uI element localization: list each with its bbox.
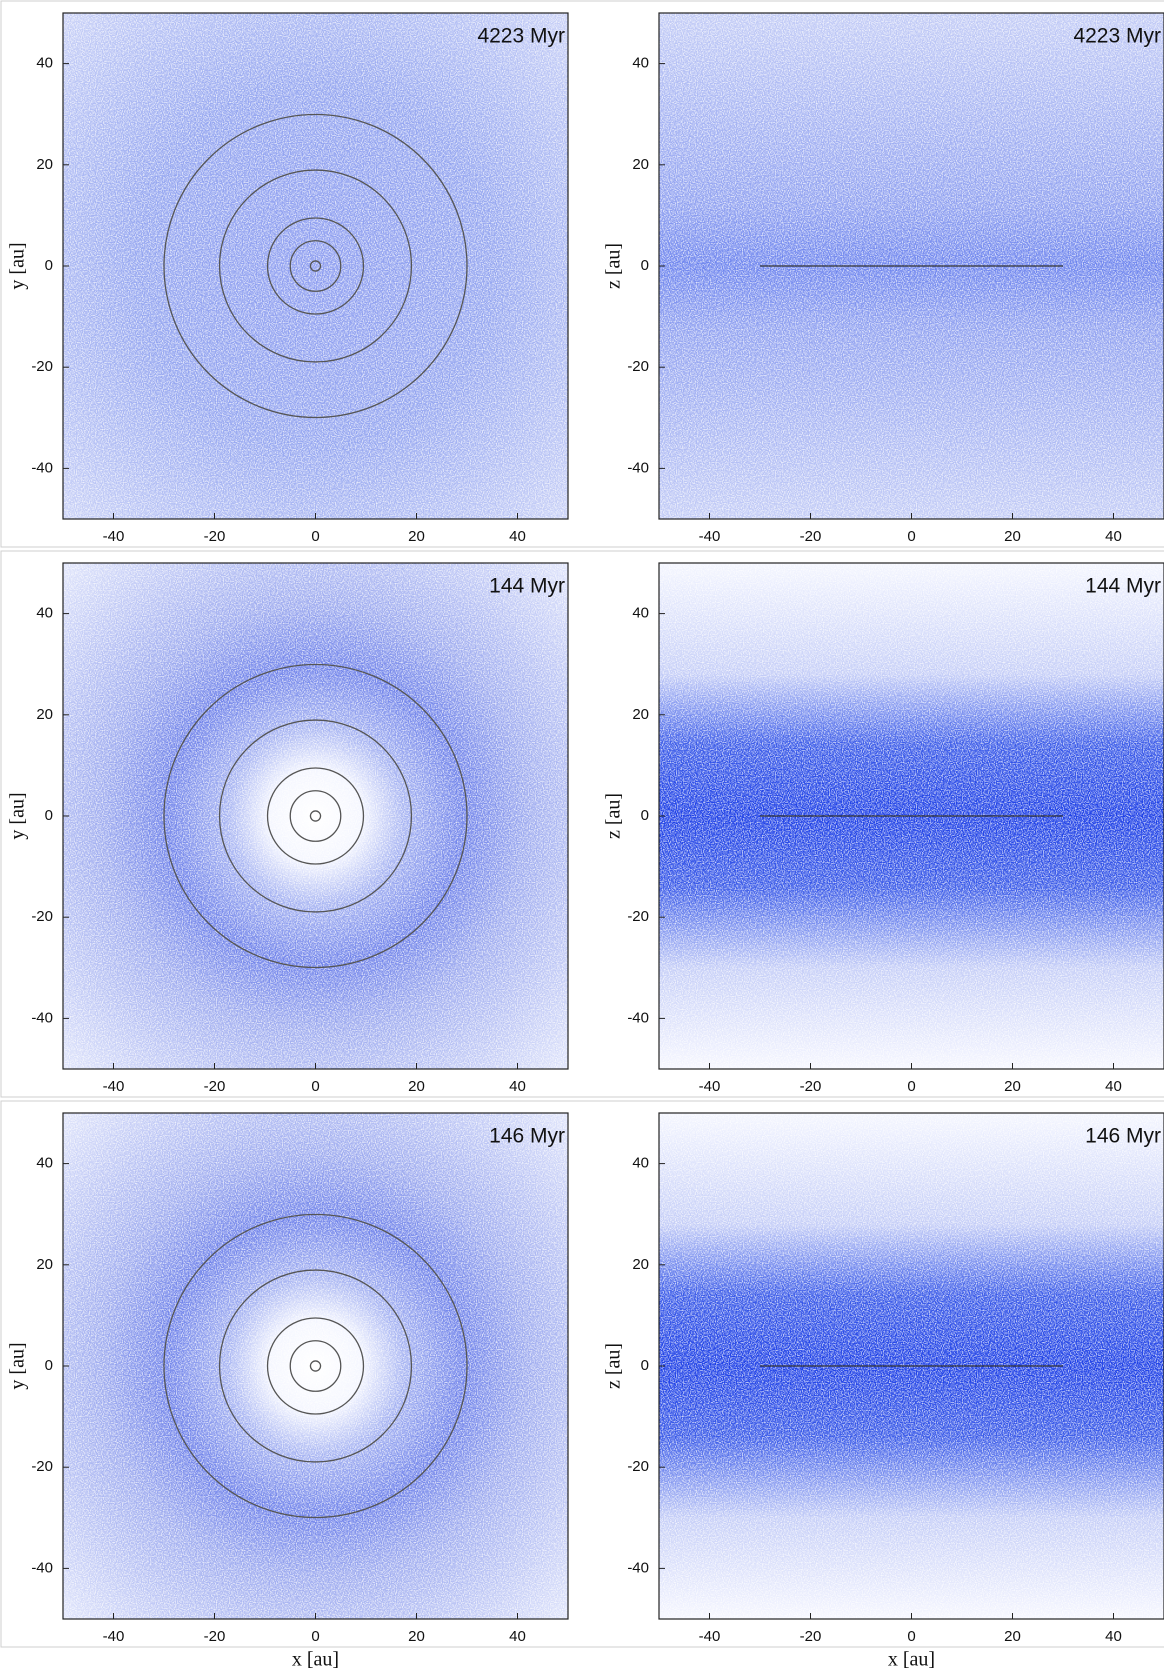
- orbit-circle: [218, 719, 413, 913]
- orbit-circle: [289, 790, 342, 842]
- x-tick-label: -20: [800, 528, 822, 545]
- orbit-circle: [266, 1317, 365, 1415]
- row-frame: [0, 550, 1164, 1098]
- x-tick-label: 40: [1105, 528, 1122, 545]
- y-tick-label: -20: [31, 1458, 53, 1475]
- orbit-circle: [309, 1360, 322, 1372]
- x-tick-label: -20: [204, 1628, 226, 1645]
- x-tick-label: -40: [103, 1078, 125, 1095]
- x-tick-label: -20: [204, 528, 226, 545]
- x-tick-label: 0: [311, 528, 319, 545]
- y-axis-label: z [au]: [603, 793, 625, 839]
- y-axis-label: y [au]: [7, 792, 29, 839]
- y-tick-label: -20: [627, 358, 649, 375]
- x-tick-label: -40: [699, 528, 721, 545]
- y-tick-label: -40: [31, 459, 53, 476]
- y-tick-label: -20: [31, 908, 53, 925]
- orbit-circle: [163, 1213, 468, 1519]
- y-tick-label: 40: [632, 605, 649, 622]
- x-tick-label: 0: [311, 1628, 319, 1645]
- y-tick-label: -40: [31, 1009, 53, 1026]
- y-tick-label: -40: [627, 459, 649, 476]
- y-tick-label: 20: [36, 1256, 53, 1273]
- y-tick-label: 40: [36, 605, 53, 622]
- y-axis-label: z [au]: [603, 1343, 625, 1389]
- orbit-circle: [266, 767, 365, 865]
- orbit-circle: [163, 663, 468, 969]
- y-tick-label: 0: [45, 257, 53, 274]
- row-frame: [0, 0, 1164, 548]
- orbit-circle: [266, 217, 365, 315]
- x-tick-label: -20: [800, 1628, 822, 1645]
- x-tick-label: 0: [907, 1078, 915, 1095]
- y-tick-label: -40: [627, 1559, 649, 1576]
- x-tick-label: 20: [1004, 528, 1021, 545]
- row-frame: [0, 1100, 1164, 1648]
- y-tick-label: 0: [45, 807, 53, 824]
- y-tick-label: 40: [632, 1155, 649, 1172]
- x-tick-label: 40: [509, 528, 526, 545]
- x-axis-label: x [au]: [888, 1649, 935, 1671]
- x-tick-label: 40: [1105, 1078, 1122, 1095]
- y-tick-label: 0: [45, 1357, 53, 1374]
- orbit-circle: [163, 113, 468, 419]
- x-tick-label: 40: [509, 1628, 526, 1645]
- y-tick-label: 20: [36, 156, 53, 173]
- x-tick-label: -20: [204, 1078, 226, 1095]
- y-tick-label: 20: [36, 706, 53, 723]
- x-tick-label: 20: [408, 1628, 425, 1645]
- x-axis-label: x [au]: [292, 1649, 339, 1671]
- y-tick-label: 40: [36, 55, 53, 72]
- x-tick-label: -40: [103, 1628, 125, 1645]
- orbit-circle: [289, 1340, 342, 1392]
- x-tick-label: 40: [1105, 1628, 1122, 1645]
- y-tick-label: -20: [627, 908, 649, 925]
- orbit-circle: [309, 810, 322, 822]
- y-tick-label: 40: [36, 1155, 53, 1172]
- x-tick-label: -40: [699, 1628, 721, 1645]
- y-tick-label: 20: [632, 156, 649, 173]
- y-tick-label: 40: [632, 55, 649, 72]
- y-tick-label: 20: [632, 706, 649, 723]
- time-label: 4223 Myr: [1073, 25, 1161, 48]
- time-label: 144 Myr: [489, 575, 565, 598]
- particle-speckle: [63, 1113, 568, 1619]
- particle-speckle: [63, 563, 568, 1069]
- y-tick-label: 0: [641, 257, 649, 274]
- time-label: 146 Myr: [1085, 1125, 1161, 1148]
- y-tick-label: -20: [627, 1458, 649, 1475]
- orbit-circle: [218, 1269, 413, 1463]
- particle-speckle: [63, 13, 568, 519]
- time-label: 4223 Myr: [477, 25, 565, 48]
- y-axis-label: z [au]: [603, 243, 625, 289]
- y-tick-label: -40: [627, 1009, 649, 1026]
- x-tick-label: 0: [907, 528, 915, 545]
- x-tick-label: 0: [311, 1078, 319, 1095]
- y-tick-label: 20: [632, 1256, 649, 1273]
- y-axis-label: y [au]: [7, 242, 29, 289]
- x-tick-label: 0: [907, 1628, 915, 1645]
- time-label: 146 Myr: [489, 1125, 565, 1148]
- orbit-circle: [289, 240, 342, 292]
- x-tick-label: -20: [800, 1078, 822, 1095]
- y-tick-label: -40: [31, 1559, 53, 1576]
- y-tick-label: 0: [641, 1357, 649, 1374]
- y-axis-label: y [au]: [7, 1342, 29, 1389]
- x-tick-label: -40: [699, 1078, 721, 1095]
- x-tick-label: 20: [1004, 1078, 1021, 1095]
- time-label: 144 Myr: [1085, 575, 1161, 598]
- x-tick-label: 20: [408, 528, 425, 545]
- y-tick-label: 0: [641, 807, 649, 824]
- x-tick-label: 20: [408, 1078, 425, 1095]
- orbit-circle: [218, 169, 413, 363]
- x-tick-label: 20: [1004, 1628, 1021, 1645]
- x-tick-label: -40: [103, 528, 125, 545]
- orbit-circle: [309, 260, 322, 272]
- y-tick-label: -20: [31, 358, 53, 375]
- x-tick-label: 40: [509, 1078, 526, 1095]
